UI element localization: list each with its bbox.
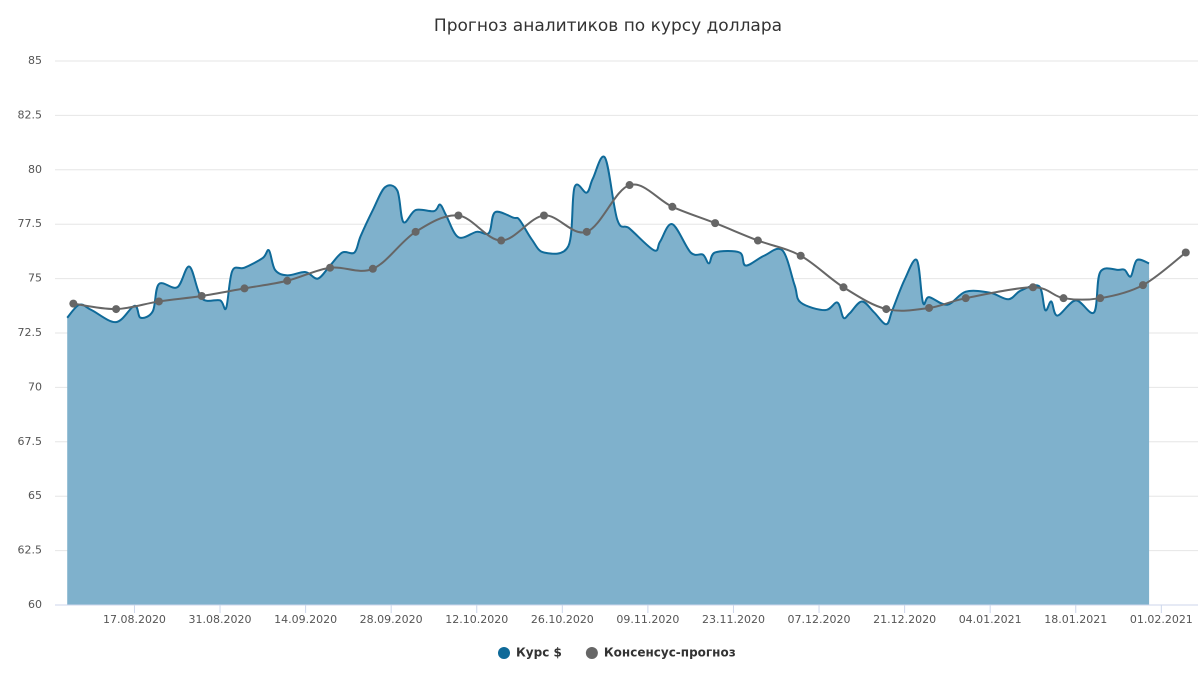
marker — [240, 284, 249, 293]
marker — [882, 305, 891, 314]
x-tick-label: 17.08.2020 — [103, 613, 166, 626]
marker — [1138, 281, 1147, 290]
x-tick-label: 07.12.2020 — [788, 613, 851, 626]
chart-title: Прогноз аналитиков по курсу доллара — [434, 16, 782, 36]
marker — [326, 263, 335, 272]
marker — [154, 297, 163, 306]
marker — [668, 202, 677, 211]
legend-label: Консенсус-прогноз — [604, 646, 736, 660]
x-tick-label: 18.01.2021 — [1044, 613, 1107, 626]
marker — [582, 227, 591, 236]
marker — [368, 264, 377, 273]
marker — [197, 292, 206, 301]
marker — [1096, 294, 1105, 303]
marker — [69, 299, 78, 308]
x-tick-label: 04.01.2021 — [959, 613, 1022, 626]
marker — [711, 219, 720, 228]
y-tick-label: 62.5 — [18, 544, 43, 557]
y-tick-label: 75 — [28, 272, 42, 285]
marker — [753, 236, 762, 245]
x-tick-label: 12.10.2020 — [445, 613, 508, 626]
x-tick-label: 09.11.2020 — [616, 613, 679, 626]
marker — [961, 294, 970, 303]
x-tick-label: 21.12.2020 — [873, 613, 936, 626]
marker — [283, 276, 292, 285]
marker — [625, 181, 634, 190]
marker — [454, 211, 463, 220]
x-tick-label: 23.11.2020 — [702, 613, 765, 626]
marker — [1059, 294, 1068, 303]
legend-symbol — [498, 647, 510, 659]
y-tick-label: 85 — [28, 54, 42, 67]
area-line — [66, 155, 1150, 326]
y-tick-label: 60 — [28, 598, 42, 611]
y-tick-label: 70 — [28, 380, 42, 393]
legend-symbol — [585, 647, 598, 659]
marker — [411, 227, 420, 236]
marker — [539, 211, 548, 220]
legend-label: Курс $ — [516, 646, 562, 660]
x-tick-label: 31.08.2020 — [189, 613, 252, 626]
x-tick-label: 28.09.2020 — [360, 613, 423, 626]
y-tick-label: 80 — [28, 163, 42, 176]
marker — [925, 303, 934, 312]
x-tick-label: 01.02.2021 — [1130, 613, 1193, 626]
marker — [112, 305, 121, 314]
marker — [1181, 248, 1190, 257]
y-tick-label: 67.5 — [18, 435, 43, 448]
marker — [1028, 283, 1037, 292]
y-tick-label: 77.5 — [18, 217, 43, 230]
y-tick-label: 82.5 — [18, 108, 43, 121]
marker — [796, 251, 805, 260]
x-tick-label: 26.10.2020 — [531, 613, 594, 626]
marker — [839, 283, 848, 292]
x-tick-label: 14.09.2020 — [274, 613, 337, 626]
y-tick-label: 65 — [28, 489, 42, 502]
y-tick-label: 72.5 — [18, 326, 43, 339]
marker — [497, 236, 506, 245]
